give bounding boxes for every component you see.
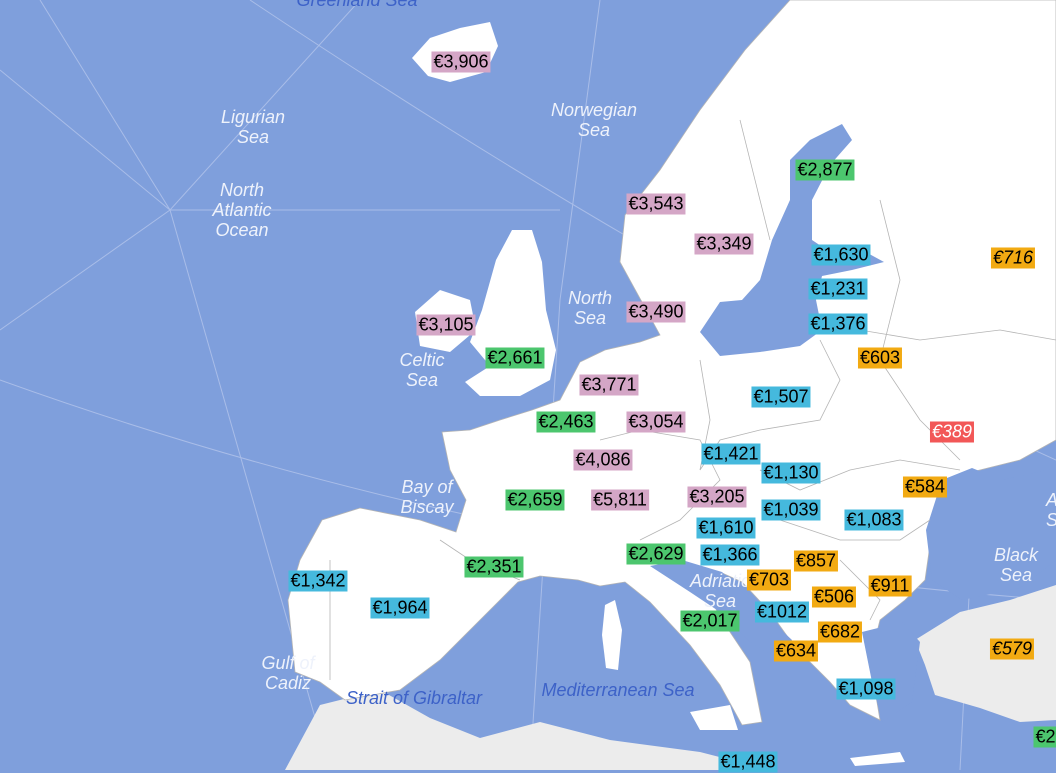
value-label: €634 <box>773 640 819 662</box>
africa-land <box>285 690 770 770</box>
value-label: €3,105 <box>416 314 476 336</box>
value-label: €584 <box>902 476 948 498</box>
value-label: €1,376 <box>808 313 868 335</box>
sea-label: Black Sea <box>993 545 1039 585</box>
value-label: €1,507 <box>751 386 811 408</box>
sea-label: Celtic Sea <box>399 350 445 390</box>
corsica-sardinia <box>602 600 622 670</box>
value-label: €5,811 <box>591 489 649 511</box>
value-label: €1,039 <box>761 499 821 521</box>
value-label: €3,490 <box>626 301 686 323</box>
sea-label: AS <box>1046 490 1056 530</box>
turkey-land <box>915 585 1056 722</box>
value-label: €703 <box>746 569 792 591</box>
value-label: €1012 <box>754 601 810 623</box>
value-label: €3,205 <box>687 486 747 508</box>
sea-label: Adriatic Sea <box>689 571 751 611</box>
value-label: €2,351 <box>464 556 524 578</box>
value-label: €389 <box>929 421 975 443</box>
value-label: €716 <box>990 247 1036 269</box>
value-label: €1,448 <box>718 751 778 773</box>
value-label: €1,366 <box>700 544 760 566</box>
value-label: €1,630 <box>811 244 871 266</box>
sea-label: Strait of Gibraltar <box>345 688 483 708</box>
value-label: €3,771 <box>579 374 639 396</box>
value-label: €1,130 <box>761 462 821 484</box>
value-label: €3,349 <box>694 233 754 255</box>
value-label: €857 <box>793 550 839 572</box>
baltic-sea <box>700 124 884 356</box>
value-label: €1,342 <box>288 570 348 592</box>
value-label: €2,659 <box>505 489 565 511</box>
crete <box>850 752 905 766</box>
value-label: €2, <box>1033 726 1056 748</box>
sea-label: Mediterranean Sea <box>541 680 695 700</box>
value-label: €2,629 <box>626 543 686 565</box>
value-label: €2,877 <box>795 159 855 181</box>
value-label: €4,086 <box>573 449 633 471</box>
sicily <box>690 705 738 730</box>
great-britain <box>465 230 556 396</box>
sea-label: Norwegian Sea <box>550 100 638 140</box>
value-label: €2,017 <box>680 610 740 632</box>
value-label: €506 <box>811 586 857 608</box>
value-label: €603 <box>857 347 903 369</box>
value-label: €1,610 <box>696 517 756 539</box>
value-label: €579 <box>989 638 1035 660</box>
value-label: €682 <box>817 621 863 643</box>
value-label: €1,231 <box>808 278 868 300</box>
sea-label: Gulf of Cadiz <box>261 653 315 693</box>
value-label: €2,463 <box>536 411 596 433</box>
sea-label: Bay of Biscay <box>400 477 454 517</box>
value-label: €3,054 <box>626 411 686 433</box>
value-label: €3,543 <box>626 193 686 215</box>
sea-label: Greenland Sea <box>296 0 418 10</box>
value-label: €1,964 <box>370 597 430 619</box>
black-sea <box>926 468 1056 600</box>
sea-label: Ligurian Sea <box>220 107 286 147</box>
value-label: €1,098 <box>836 678 896 700</box>
value-label: €1,421 <box>701 443 761 465</box>
value-label: €1,083 <box>844 509 904 531</box>
value-label: €2,661 <box>485 347 545 369</box>
sea-label: North Atlantic Ocean <box>212 180 272 240</box>
sea-label: North Sea <box>567 288 613 328</box>
value-label: €3,906 <box>431 51 491 73</box>
value-label: €911 <box>868 575 912 597</box>
